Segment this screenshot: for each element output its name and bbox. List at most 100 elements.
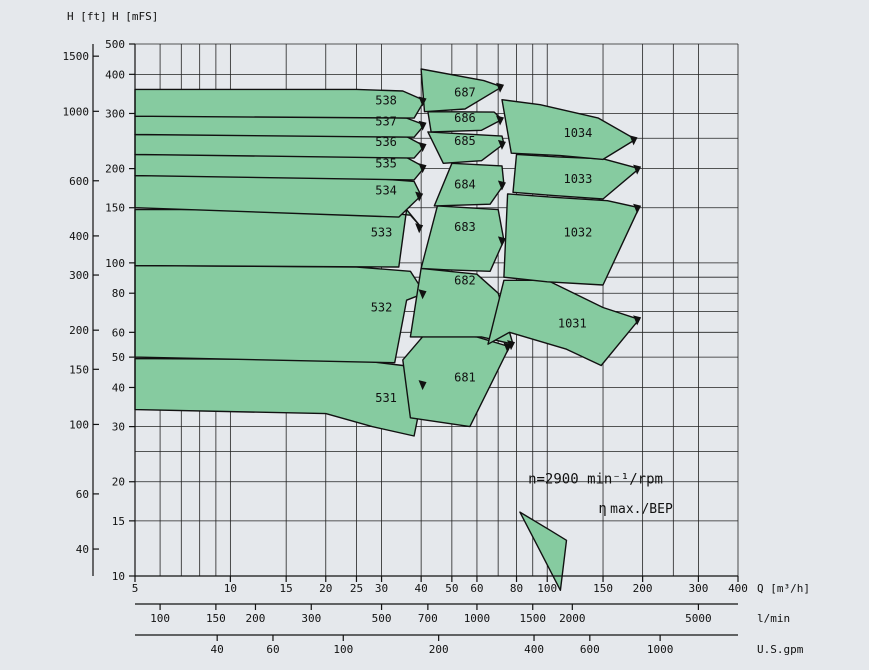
bep-marker (633, 164, 642, 175)
secondary-x-axis-title: l/min (757, 612, 790, 625)
region-label: 687 (454, 86, 476, 100)
ft-tick-label: 100 (69, 418, 89, 431)
bep-marker (415, 223, 424, 234)
bep-legend-shape (519, 511, 568, 591)
labels: 531 532 533 534 535 536 537 538 681 682 683 684 685 6… (63, 10, 810, 656)
ft-tick-label: 1500 (63, 50, 90, 63)
y-tick-label: 10 (112, 570, 125, 583)
y-tick-label: 200 (105, 163, 125, 176)
region-label: 1033 (563, 172, 592, 186)
x-tick-label: 5 (132, 582, 139, 595)
region-label: 683 (454, 220, 476, 234)
y-tick-label: 20 (112, 476, 125, 489)
y-tick-label: 400 (105, 68, 125, 81)
bep-marker (415, 191, 424, 202)
region-label: 1034 (563, 126, 592, 140)
region-label: 535 (375, 156, 397, 170)
ft-tick-label: 300 (69, 269, 89, 282)
x-tick-label: 300 (688, 582, 708, 595)
x-tick-label: 10 (224, 582, 237, 595)
secondary-x-axis-title: U.S.gpm (757, 643, 804, 656)
secondary-x-tick-label: 100 (333, 643, 353, 656)
bep-marker (497, 236, 506, 247)
x-axis-title: Q [m³/h] (757, 582, 810, 595)
bep-marker (507, 340, 516, 351)
x-tick-label: 60 (470, 582, 483, 595)
region-label: 534 (375, 184, 397, 198)
y-tick-label: 60 (112, 326, 125, 339)
ft-tick-label: 400 (69, 230, 89, 243)
region-label: 686 (454, 111, 476, 125)
speed-label: n=2900 min⁻¹/rpm (528, 471, 663, 487)
bep-marker (418, 120, 427, 131)
secondary-x-tick-label: 2000 (559, 612, 586, 625)
pump-region-1032 (503, 193, 640, 286)
secondary-x-tick-label: 500 (372, 612, 392, 625)
bep-marker (633, 315, 642, 326)
bep-marker (418, 96, 427, 107)
pump-region-687 (420, 68, 503, 113)
secondary-x-tick-label: 150 (206, 612, 226, 625)
ft-axis-title: H [ft] (67, 10, 107, 23)
secondary-x-tick-label: 1500 (519, 612, 546, 625)
secondary-x-tick-label: 40 (211, 643, 224, 656)
bep-marker (496, 82, 505, 93)
region-label: 536 (375, 135, 397, 149)
region-label: 685 (454, 134, 476, 148)
secondary-x-tick-label: 100 (150, 612, 170, 625)
pump-region-684 (433, 162, 505, 207)
y-tick-label: 15 (112, 515, 125, 528)
y-tick-label: 500 (105, 38, 125, 51)
x-tick-label: 15 (280, 582, 293, 595)
region-label: 1031 (558, 317, 587, 331)
pump-region-685 (427, 131, 505, 165)
secondary-x-tick-label: 5000 (685, 612, 712, 625)
secondary-x-tick-label: 200 (246, 612, 266, 625)
y-tick-label: 300 (105, 107, 125, 120)
region-label: 532 (371, 301, 393, 315)
pump-region-1033 (512, 153, 640, 200)
eta-symbol: η (598, 501, 606, 517)
region-label: 1032 (563, 226, 592, 240)
ft-tick-label: 60 (76, 488, 89, 501)
secondary-x-tick-label: 300 (301, 612, 321, 625)
secondary-x-tick-label: 1000 (464, 612, 491, 625)
x-tick-label: 30 (375, 582, 388, 595)
y-tick-label: 50 (112, 351, 125, 364)
pump-region-1034 (501, 98, 637, 161)
region-label: 533 (371, 226, 393, 240)
y-tick-label: 150 (105, 202, 125, 215)
x-tick-label: 200 (633, 582, 653, 595)
region-label: 538 (375, 94, 397, 108)
ft-tick-label: 200 (69, 324, 89, 337)
secondary-x-tick-label: 200 (429, 643, 449, 656)
x-tick-label: 50 (445, 582, 458, 595)
bep-marker (418, 289, 427, 300)
pump-region-686 (427, 110, 503, 133)
bep-marker (418, 380, 427, 391)
bep-marker (629, 135, 638, 146)
bep-marker (418, 163, 427, 174)
bep-marker (418, 142, 427, 153)
ft-tick-label: 150 (69, 363, 89, 376)
y-tick-label: 100 (105, 257, 125, 270)
ft-tick-label: 40 (76, 543, 89, 556)
y-tick-label: 30 (112, 421, 125, 434)
secondary-x-tick-label: 60 (266, 643, 279, 656)
region-label: 681 (454, 371, 476, 385)
bep-label: max./BEP (610, 502, 673, 517)
region-label: 537 (375, 114, 397, 128)
bep-marker (496, 115, 505, 126)
ft-tick-label: 1000 (63, 105, 90, 118)
region-label: 531 (375, 391, 397, 405)
pump-regions (134, 68, 642, 591)
region-label: 682 (454, 273, 476, 287)
secondary-x-tick-label: 400 (524, 643, 544, 656)
y-tick-label: 40 (112, 381, 125, 394)
x-tick-label: 100 (537, 582, 557, 595)
x-tick-label: 20 (319, 582, 332, 595)
ft-tick-label: 600 (69, 175, 89, 188)
axes (92, 43, 739, 641)
